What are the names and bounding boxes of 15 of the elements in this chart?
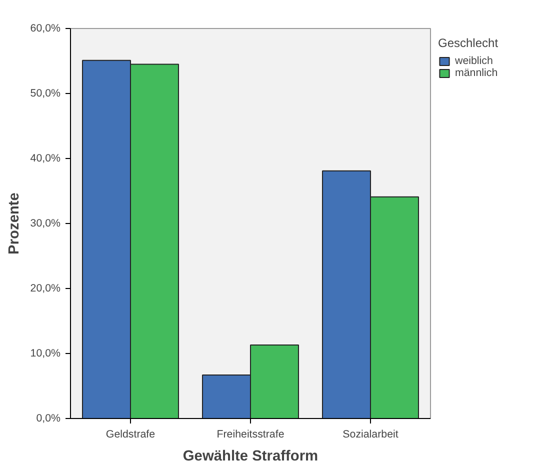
x-tick-label: Sozialarbeit [342, 428, 398, 440]
y-tick-label: 20,0% [30, 282, 62, 294]
y-tick-label: 0,0% [36, 412, 62, 424]
y-tick-label: 50,0% [30, 88, 62, 100]
x-tick-label: Geldstrafe [106, 428, 156, 440]
x-axis-title: Gewählte Strafform [182, 448, 318, 464]
legend-label: weiblich [455, 55, 493, 67]
y-tick-label: 30,0% [30, 218, 62, 230]
y-tick-label: 40,0% [30, 152, 62, 164]
y-tick-label: 60,0% [30, 22, 62, 34]
x-tick-label: Freiheitsstrafe [216, 428, 284, 440]
y-axis-title: Prozente [6, 192, 22, 254]
legend-title: Geschlecht [438, 36, 498, 50]
legend-label: männlich [455, 67, 498, 79]
y-tick-label: 10,0% [30, 348, 62, 360]
